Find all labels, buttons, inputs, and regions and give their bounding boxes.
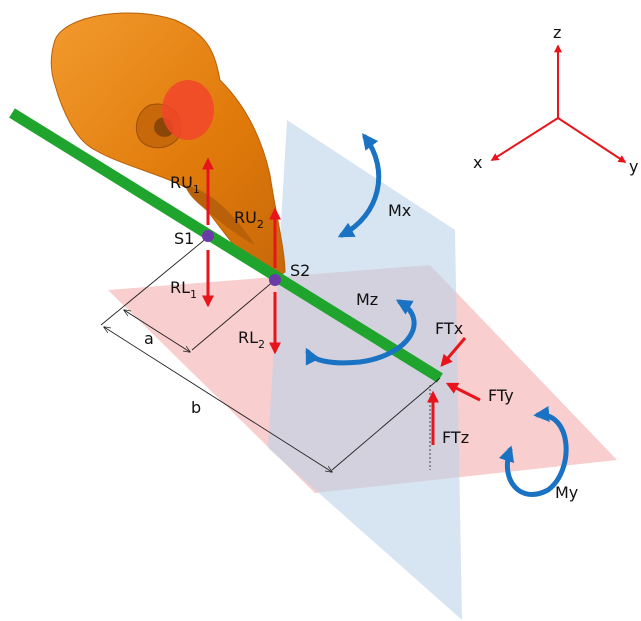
y-axis (557, 117, 627, 163)
ftx-arrow (440, 337, 467, 367)
my-label: My (555, 483, 578, 502)
coordinate-axes (490, 44, 627, 163)
vertical-plane (268, 120, 462, 620)
a-label: a (144, 329, 154, 348)
axis-z-label: z (553, 23, 561, 42)
s2-point (269, 274, 281, 286)
mx-label: Mx (388, 201, 411, 220)
s2-label: S2 (290, 261, 310, 280)
fty-label: FTy (488, 386, 514, 405)
red-patch (162, 80, 214, 140)
ru2-label: RU2 (234, 208, 264, 231)
mz-label: Mz (356, 290, 378, 309)
force-arrows (202, 157, 481, 445)
mz-arrow (305, 299, 417, 366)
axis-x-label: x (473, 153, 482, 172)
s1-label: S1 (174, 229, 194, 248)
ftz-label: FTz (442, 428, 469, 447)
s1-point (202, 230, 214, 242)
mx-arrow (337, 133, 382, 238)
my-arrow (498, 406, 569, 497)
fty-arrow (445, 382, 481, 402)
axis-y-label: y (629, 157, 638, 176)
rl1-label: RL1 (170, 278, 197, 301)
dimension-lines (100, 236, 441, 472)
ru1-label: RU1 (170, 173, 200, 196)
rl2-label: RL2 (238, 328, 265, 351)
ftx-label: FTx (435, 319, 463, 338)
moment-arrows (305, 133, 569, 497)
b-label: b (191, 398, 201, 417)
skull (50, 12, 286, 276)
x-axis (490, 117, 559, 161)
